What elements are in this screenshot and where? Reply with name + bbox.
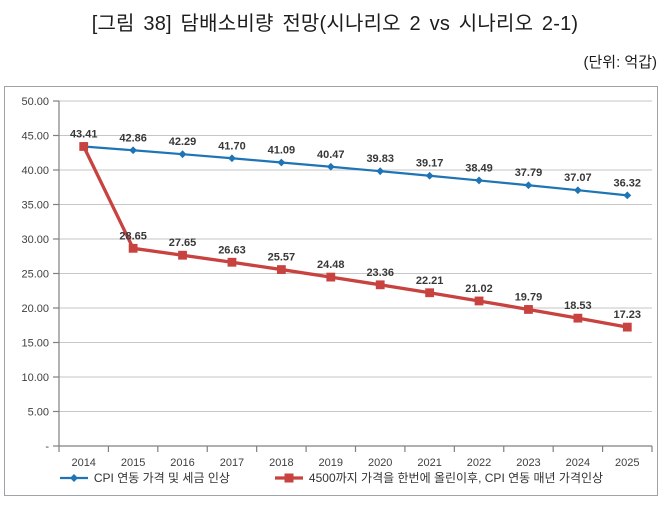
square-marker [573,313,583,323]
legend-item-scenario2-1: 4500까지 가격을 한번에 올린이후, CPI 연동 매년 가격인상 [274,469,603,486]
x-axis-label: 2016 [170,457,194,469]
y-axis-label: - [45,441,49,453]
data-label: 39.17 [416,158,444,170]
square-marker [326,272,336,282]
x-axis-label: 2024 [566,457,590,469]
data-label: 41.70 [218,140,246,152]
diamond-marker [326,162,335,171]
square-marker [178,250,187,260]
data-label: 40.47 [317,149,345,161]
y-axis-label: 10.00 [21,372,49,384]
y-axis-label: 50.00 [21,96,49,108]
data-label: 23.36 [366,267,394,279]
data-label: 41.09 [268,144,296,156]
line-chart: - 5.00 10.00 15.00 20.00 25.00 30.00 35.00 40.00… [21,96,653,469]
square-marker [425,288,435,298]
x-axis-label: 2019 [319,457,343,469]
data-label: 37.07 [564,172,592,184]
y-axis-label: 25.00 [21,269,49,281]
legend-square [284,473,294,482]
diamond-marker [178,150,187,159]
data-label: 21.02 [465,283,493,295]
data-label: 18.53 [564,300,592,312]
data-label: 39.83 [366,153,394,165]
y-axis-label: 45.00 [21,131,49,143]
data-label: 27.65 [169,237,197,249]
legend-item-scenario2: CPI 연동 가격 및 세금 인상 [59,469,230,486]
diamond-marker [573,186,582,195]
y-axis-label: 15.00 [21,338,49,350]
data-label: 42.29 [169,136,197,148]
diamond-marker [129,146,138,155]
data-label: 37.79 [515,167,543,179]
legend-label-scenario2: CPI 연동 가격 및 세금 인상 [93,471,230,485]
data-label: 24.48 [317,259,345,271]
diamond-marker [475,176,483,185]
data-label: 26.63 [218,244,246,256]
diamond-marker [228,154,236,163]
diamond-marker [623,191,632,200]
figure-title: [그림 38] 담배소비량 전망(시나리오 2 vs 시나리오 2-1) [91,13,579,35]
data-label: 25.57 [268,252,296,264]
square-marker [375,280,385,290]
legend-diamond [69,473,78,482]
data-label: 42.86 [119,132,147,144]
y-axis-label: 20.00 [21,303,49,315]
square-marker [79,142,89,151]
data-label: 28.65 [119,230,147,242]
x-axis-label: 2017 [220,457,244,469]
chart-frame: - 5.00 10.00 15.00 20.00 25.00 30.00 35.00 40.00… [4,86,658,496]
diamond-marker [376,167,385,176]
data-label: 38.49 [465,162,493,174]
diamond-marker [524,181,533,190]
x-axis-label: 2022 [467,457,491,469]
y-axis-label: 40.00 [21,165,49,177]
x-axis-label: 2015 [121,457,145,469]
data-label: 17.23 [614,309,642,321]
legend: CPI 연동 가격 및 세금 인상 4500까지 가격을 한번에 올린이후, C… [5,469,657,486]
x-axis-label: 2021 [417,457,441,469]
unit-label: (단위: 억갑) [583,54,657,71]
square-marker [524,305,533,314]
data-label: 22.21 [416,275,444,287]
square-marker [227,257,237,267]
x-axis-label: 2025 [615,457,639,469]
x-axis-label: 2018 [269,457,293,469]
data-label: 36.32 [614,177,642,189]
legend-label-scenario2-1: 4500까지 가격을 한번에 올린이후, CPI 연동 매년 가격인상 [308,471,604,485]
square-marker [128,243,138,253]
legend-marker-blue-diamond [59,473,88,482]
x-axis-label: 2014 [71,457,95,469]
y-axis-label: 35.00 [21,200,49,212]
data-label: 19.79 [515,291,543,303]
square-marker [474,296,484,306]
square-marker [276,265,286,274]
series-line-0 [83,145,628,197]
square-marker [622,322,632,332]
x-axis-label: 2020 [368,457,392,469]
series-line-1 [82,145,628,329]
y-axis-label: 5.00 [28,407,49,419]
y-axis-label: 30.00 [21,234,49,246]
diamond-marker [425,171,434,180]
diamond-marker [277,158,286,167]
data-label: 43.41 [70,128,98,140]
x-axis-label: 2023 [516,457,540,469]
legend-marker-red-square [274,473,303,482]
